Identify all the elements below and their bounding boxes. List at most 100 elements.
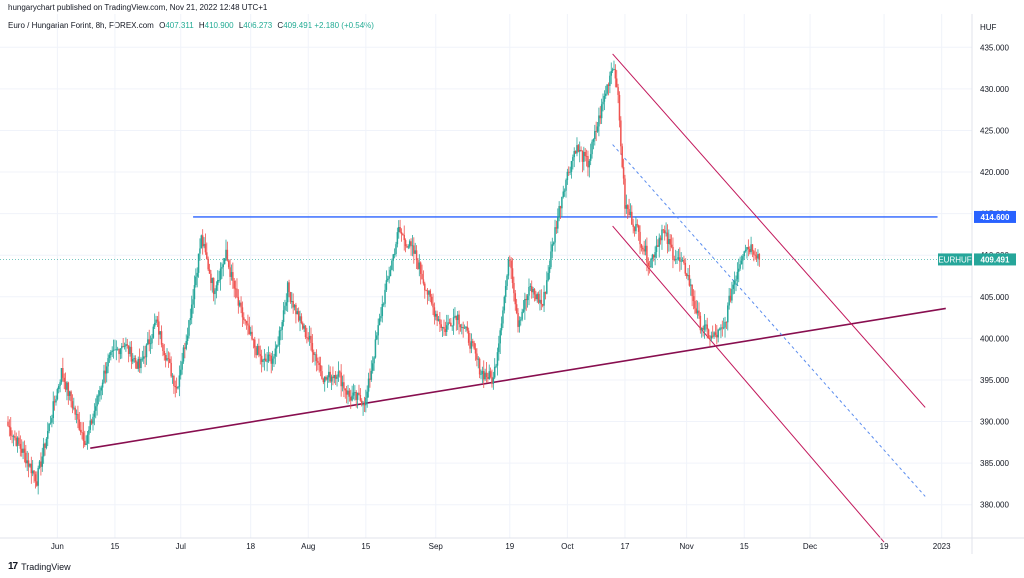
candle-body: [651, 254, 654, 259]
time-tick: Aug: [301, 542, 315, 551]
candle-body: [655, 245, 658, 253]
candle-body: [86, 434, 89, 444]
candle-body: [234, 288, 237, 290]
candle-body: [482, 371, 485, 380]
candle-body: [281, 322, 283, 330]
candle-body: [48, 423, 50, 432]
candle-body: [393, 253, 396, 255]
candle-body: [196, 272, 198, 277]
candle-body: [114, 349, 116, 351]
candle-body: [639, 231, 641, 245]
candle-body: [450, 322, 452, 327]
candle-body: [687, 275, 689, 277]
candle-body: [522, 309, 525, 312]
candle-body: [265, 358, 267, 362]
candle-body: [211, 277, 214, 284]
candle-body: [193, 285, 196, 300]
candle-body: [514, 293, 517, 305]
price-tick: 405.000: [980, 293, 1009, 302]
candle-body: [705, 324, 707, 326]
candle-body: [123, 346, 126, 347]
candle-body: [751, 244, 754, 252]
candle-body: [674, 259, 677, 261]
candle-body: [68, 391, 71, 396]
candle-body: [414, 250, 416, 254]
candle-body: [340, 372, 342, 387]
candle-body: [240, 302, 242, 308]
candle-body: [537, 293, 540, 303]
candle-body: [603, 95, 606, 102]
candle-body: [728, 295, 730, 306]
candle-body: [518, 320, 521, 327]
candle-body: [493, 366, 496, 378]
candle-body: [263, 358, 266, 360]
candle-body: [200, 235, 203, 249]
candle-body: [707, 329, 710, 339]
candle-body: [271, 358, 274, 364]
candle-body: [110, 351, 112, 356]
candle-body: [245, 320, 248, 324]
candle-body: [129, 346, 131, 354]
candle-body: [594, 131, 596, 139]
candle-body: [111, 350, 113, 352]
candle-body: [284, 305, 286, 311]
candle-body: [156, 319, 159, 322]
candle-body: [179, 369, 182, 376]
candle-body: [521, 311, 523, 320]
candle-body: [418, 262, 421, 270]
candle-body: [694, 301, 696, 309]
candle-body: [441, 326, 444, 328]
candle-body: [480, 374, 482, 375]
candle-body: [565, 180, 567, 191]
candle-body: [219, 268, 222, 280]
candle-body: [232, 272, 234, 281]
candle-body: [487, 377, 489, 379]
currency-label: HUF: [980, 23, 997, 32]
change-value: +2.180 (+0.54%): [314, 21, 374, 30]
candle-body: [132, 358, 134, 362]
candle-body: [348, 390, 351, 397]
candle-body: [432, 303, 434, 308]
candle-body: [247, 323, 249, 326]
candle-body: [116, 348, 119, 350]
candle-body: [754, 254, 756, 256]
candle-body: [606, 84, 608, 94]
candle-body: [679, 257, 681, 262]
candle-body: [698, 310, 700, 316]
symbol-description: Euro / Hungarian Forint, 8h, FOREX.com: [8, 21, 154, 30]
candle-body: [79, 429, 82, 433]
candle-body: [636, 224, 639, 226]
candle-body: [53, 401, 56, 403]
candle-body: [185, 340, 187, 349]
candle-body: [275, 345, 278, 349]
candle-body: [546, 280, 548, 294]
candle-body: [59, 382, 61, 386]
candle-body: [572, 157, 574, 161]
candle-body: [369, 378, 371, 380]
candle-body: [683, 260, 685, 263]
candle-body: [669, 239, 671, 245]
candle-body: [557, 217, 559, 229]
candle-body: [64, 381, 67, 390]
candle-body: [573, 151, 575, 158]
candle-body: [31, 470, 34, 474]
candle-body: [577, 145, 580, 152]
candle-body: [652, 254, 655, 258]
candle-body: [334, 374, 337, 379]
candle-body: [629, 211, 632, 215]
candle-body: [60, 368, 63, 383]
candle-body: [344, 388, 347, 391]
candle-body: [753, 251, 755, 255]
candle-body: [517, 312, 519, 327]
candle-body: [462, 327, 464, 329]
candle-body: [355, 392, 357, 400]
price-label-box: [974, 210, 1016, 223]
candle-body: [262, 359, 264, 363]
tradingview-brand: TradingView: [21, 561, 71, 572]
candle-body: [319, 365, 322, 372]
candle-body: [42, 443, 45, 457]
candle-body: [303, 325, 305, 329]
candle-body: [428, 290, 430, 295]
candle-body: [352, 392, 355, 396]
